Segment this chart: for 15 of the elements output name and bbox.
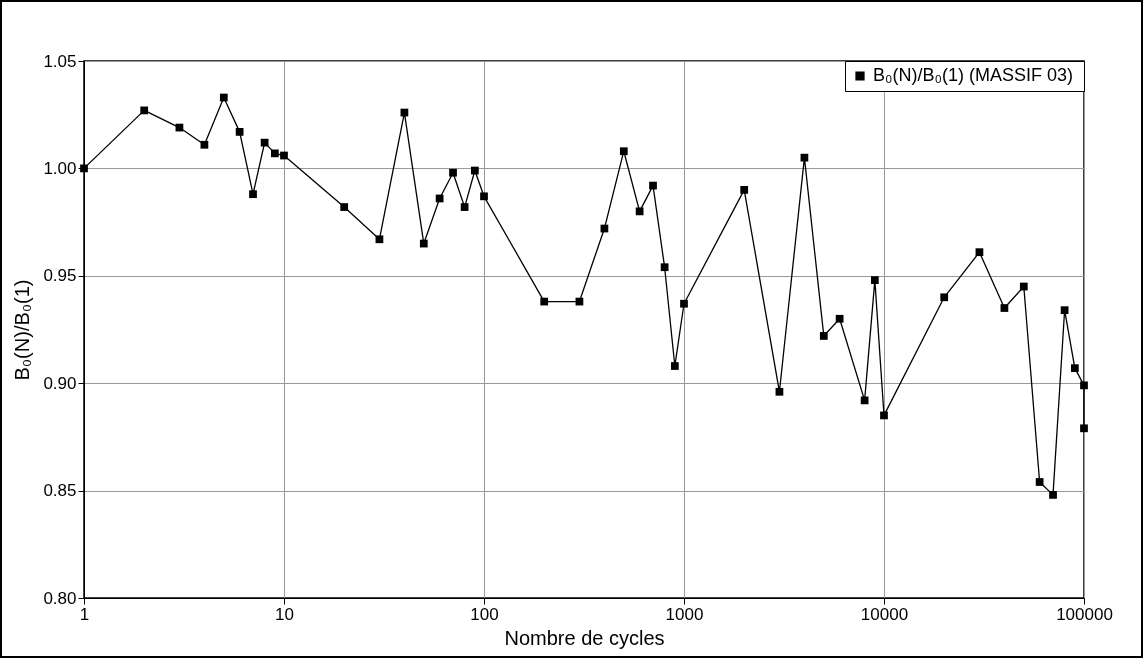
y-axis-title: B₀(N)/B₀(1): [11, 279, 34, 381]
y-tick-label: 0.90: [43, 373, 77, 393]
y-tick-label: 0.80: [43, 588, 77, 608]
x-tick-label: 100000: [1056, 604, 1113, 624]
y-tick-label: 0.85: [43, 481, 77, 501]
y-tick-label: 0.95: [43, 266, 77, 286]
x-tick-label: 10: [275, 604, 294, 624]
legend-label: B₀(N)/B₀(1) (MASSIF 03): [873, 65, 1073, 85]
x-tick-label: 1000: [665, 604, 704, 624]
x-tick-label: 1: [79, 604, 90, 624]
y-tick-label: 1.05: [43, 51, 77, 71]
x-tick-label: 10000: [860, 604, 909, 624]
x-axis-title: Nombre de cycles: [504, 626, 665, 649]
x-tick-label: 100: [470, 604, 499, 624]
y-tick-label: 1.00: [43, 158, 77, 178]
